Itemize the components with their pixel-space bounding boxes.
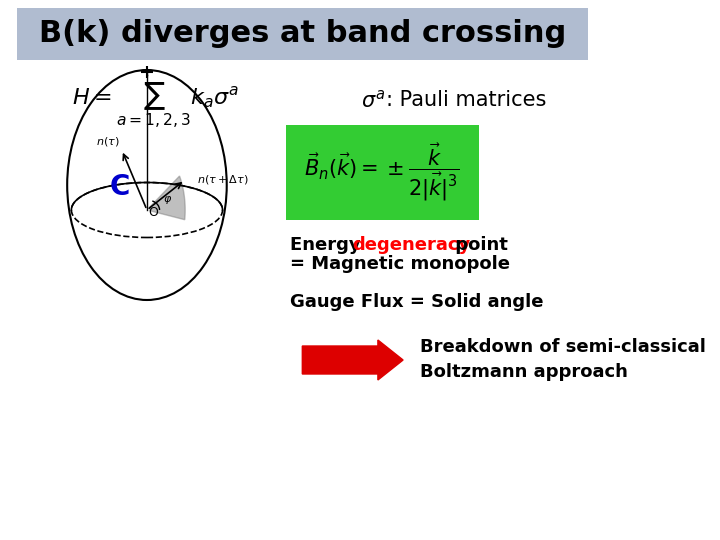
Text: degeneracy: degeneracy xyxy=(353,236,471,254)
Text: $n(\tau+\Delta\tau)$: $n(\tau+\Delta\tau)$ xyxy=(197,172,249,186)
Text: C: C xyxy=(109,173,130,201)
Text: $\varphi$: $\varphi$ xyxy=(163,194,172,206)
Text: Gauge Flux = Solid angle: Gauge Flux = Solid angle xyxy=(289,293,543,311)
Text: B(k) diverges at band crossing: B(k) diverges at band crossing xyxy=(39,19,566,49)
Text: Breakdown of semi-classical: Breakdown of semi-classical xyxy=(420,338,706,356)
Text: $\sigma^a$: $\sigma^a$ xyxy=(361,89,385,111)
Polygon shape xyxy=(150,176,185,220)
Text: point: point xyxy=(449,236,508,254)
Text: Boltzmann approach: Boltzmann approach xyxy=(420,363,628,381)
Text: Energy: Energy xyxy=(289,236,366,254)
FancyBboxPatch shape xyxy=(17,8,588,60)
Text: $\vec{B}_n(\vec{k}) = \pm \dfrac{\vec{k}}{2|\vec{k}|^3}$: $\vec{B}_n(\vec{k}) = \pm \dfrac{\vec{k}… xyxy=(305,141,460,202)
Text: $n(\tau)$: $n(\tau)$ xyxy=(96,136,120,148)
FancyArrow shape xyxy=(302,340,403,380)
Text: : Pauli matrices: : Pauli matrices xyxy=(387,90,546,110)
Text: = Magnetic monopole: = Magnetic monopole xyxy=(289,255,510,273)
Text: $H = \sum_{a=1,2,3} k_a \sigma^a$: $H = \sum_{a=1,2,3} k_a \sigma^a$ xyxy=(72,80,239,130)
FancyBboxPatch shape xyxy=(286,125,479,220)
Text: O: O xyxy=(148,206,158,219)
